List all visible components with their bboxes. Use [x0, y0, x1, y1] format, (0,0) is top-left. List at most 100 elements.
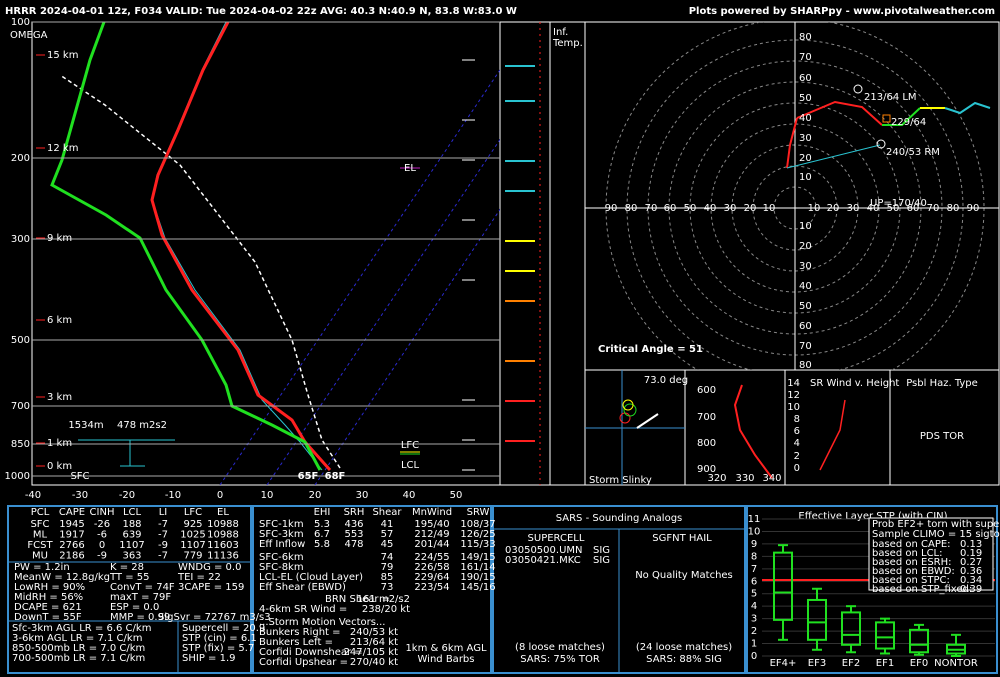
el-label: EL [404, 163, 416, 174]
kin-cell: 6.7 [314, 529, 330, 540]
stp-tick: 6 [751, 576, 757, 587]
kin-cell: 201/44 [414, 539, 449, 550]
kin-cell: 73 [381, 582, 394, 593]
inflow-srh: 478 m2s2 [117, 420, 167, 431]
motion-label: Corfidi Upshear = [259, 657, 348, 668]
thetae-t: 330 [735, 473, 754, 484]
stp-legend-value: 0.27 [960, 557, 982, 568]
stp-legend-title: Prob EF2+ torn with supercell [872, 519, 1000, 530]
parcel-cell: 925 [183, 519, 202, 530]
stp-tick: 7 [751, 564, 757, 575]
stp-title: Effective Layer STP (with CIN) [798, 511, 947, 522]
temperature-profile [150, 22, 332, 471]
stp-legend [868, 517, 994, 591]
stp-tick: 1 [751, 639, 757, 650]
stp-tick: 4 [751, 601, 757, 612]
thetae-profile [733, 384, 773, 479]
pressure-label: 850 [11, 439, 30, 450]
kin-label: LCL-EL (Cloud Layer) [259, 572, 363, 583]
sfc-dew: 65F [298, 471, 319, 482]
rm-label: 240/53 RM [886, 147, 940, 158]
kin-cell: 108/37 [460, 519, 495, 530]
kin-label: SFC-3km [259, 529, 304, 540]
hodo-layout [585, 22, 999, 370]
lm-marker [853, 84, 863, 94]
kin-cell: 195/40 [414, 519, 449, 530]
mean-marker [882, 114, 891, 123]
srwind-height: 10 [787, 402, 800, 413]
skewt-frame [31, 21, 501, 486]
height-label: 3 km [47, 392, 72, 403]
kin-cell: 74 [381, 552, 394, 563]
srwind-height: 0 [794, 463, 800, 474]
stp-box [909, 628, 929, 654]
hodo-label: 40 [799, 113, 812, 124]
index: PW = 1.2in [14, 562, 70, 573]
stp-category: EF1 [876, 658, 894, 669]
sars-loose: (24 loose matches) [636, 642, 732, 653]
temp-label: -40 [25, 490, 41, 501]
thetae-t: 320 [707, 473, 726, 484]
hodo-label: 80 [799, 32, 812, 43]
hodo-label: 20 [827, 203, 840, 214]
hodo-label: 30 [799, 133, 812, 144]
hodo-label: 10 [799, 221, 812, 232]
parcel-cell: -6 [97, 530, 107, 541]
kin-cell: 553 [344, 529, 363, 540]
temp-label: 30 [356, 490, 369, 501]
stp-tick: 10 [748, 526, 761, 537]
motion-label: Corfidi Downshear = [259, 647, 363, 658]
hodo-label: 40 [867, 203, 880, 214]
hodo-label: 10 [799, 172, 812, 183]
index: maxT = 79F [110, 592, 171, 603]
inftemp-frame [499, 21, 551, 486]
hodo-label: 30 [847, 203, 860, 214]
hazard-title: Psbl Haz. Type [906, 378, 978, 389]
thetae-p: 700 [697, 412, 716, 423]
pressure-label: 100 [11, 17, 30, 28]
parcel-cell: 188 [122, 519, 141, 530]
hodo-label: 70 [799, 341, 812, 352]
parcel-cell: 1945 [59, 519, 84, 530]
pressure-label: 700 [11, 401, 30, 412]
srwind-height: 12 [787, 390, 800, 401]
isotherms [219, 69, 500, 485]
thetae-p: 900 [697, 464, 716, 475]
temp-label: 10 [261, 490, 274, 501]
hodo-label: 70 [799, 52, 812, 63]
temp-label: 20 [309, 490, 322, 501]
height-label: 9 km [47, 233, 72, 244]
inf-temp-label: Inf. Temp. [552, 27, 583, 49]
kin-cell: 149/15 [460, 552, 495, 563]
index: DownT = 55F [14, 612, 82, 623]
sars-match: SIG [593, 545, 610, 556]
inflow-depth: 1534m [68, 420, 103, 431]
kin-cell: 161/14 [460, 562, 495, 573]
stp-tick: 8 [751, 551, 757, 562]
height-label: 0 km [47, 461, 72, 472]
kin-label: BRN Shear = [325, 594, 390, 605]
wetbulb-profile [151, 22, 323, 471]
lfc-label: LFC [401, 440, 419, 451]
lm-label: 213/64 LM [864, 92, 917, 103]
index: 3CAPE = 159 [178, 582, 244, 593]
pressure-label: 300 [11, 234, 30, 245]
title: HRRR 2024-04-01 12z, F034 VALID: Tue 202… [5, 6, 517, 17]
hodo-label: 20 [744, 203, 757, 214]
critical-angle: Critical Angle = 51 [598, 344, 703, 355]
srwind-height: 4 [794, 438, 800, 449]
parcel-cell: -9 [97, 551, 107, 562]
stp-category: EF4+ [770, 658, 797, 669]
thermo-box [7, 505, 252, 674]
kin-header: SRW [467, 507, 490, 518]
temp-label: -20 [119, 490, 135, 501]
kin-cell: 224/55 [414, 552, 449, 563]
hodo-label: 80 [799, 360, 812, 371]
sars-title: SARS - Sounding Analogs [556, 513, 683, 524]
parcel-cell: 2186 [59, 551, 84, 562]
sars-match: 03050421.MKC [505, 555, 581, 566]
hodo-label: 50 [684, 203, 697, 214]
srwind-height: 14 [787, 378, 800, 389]
srwind-height: 6 [794, 426, 800, 437]
